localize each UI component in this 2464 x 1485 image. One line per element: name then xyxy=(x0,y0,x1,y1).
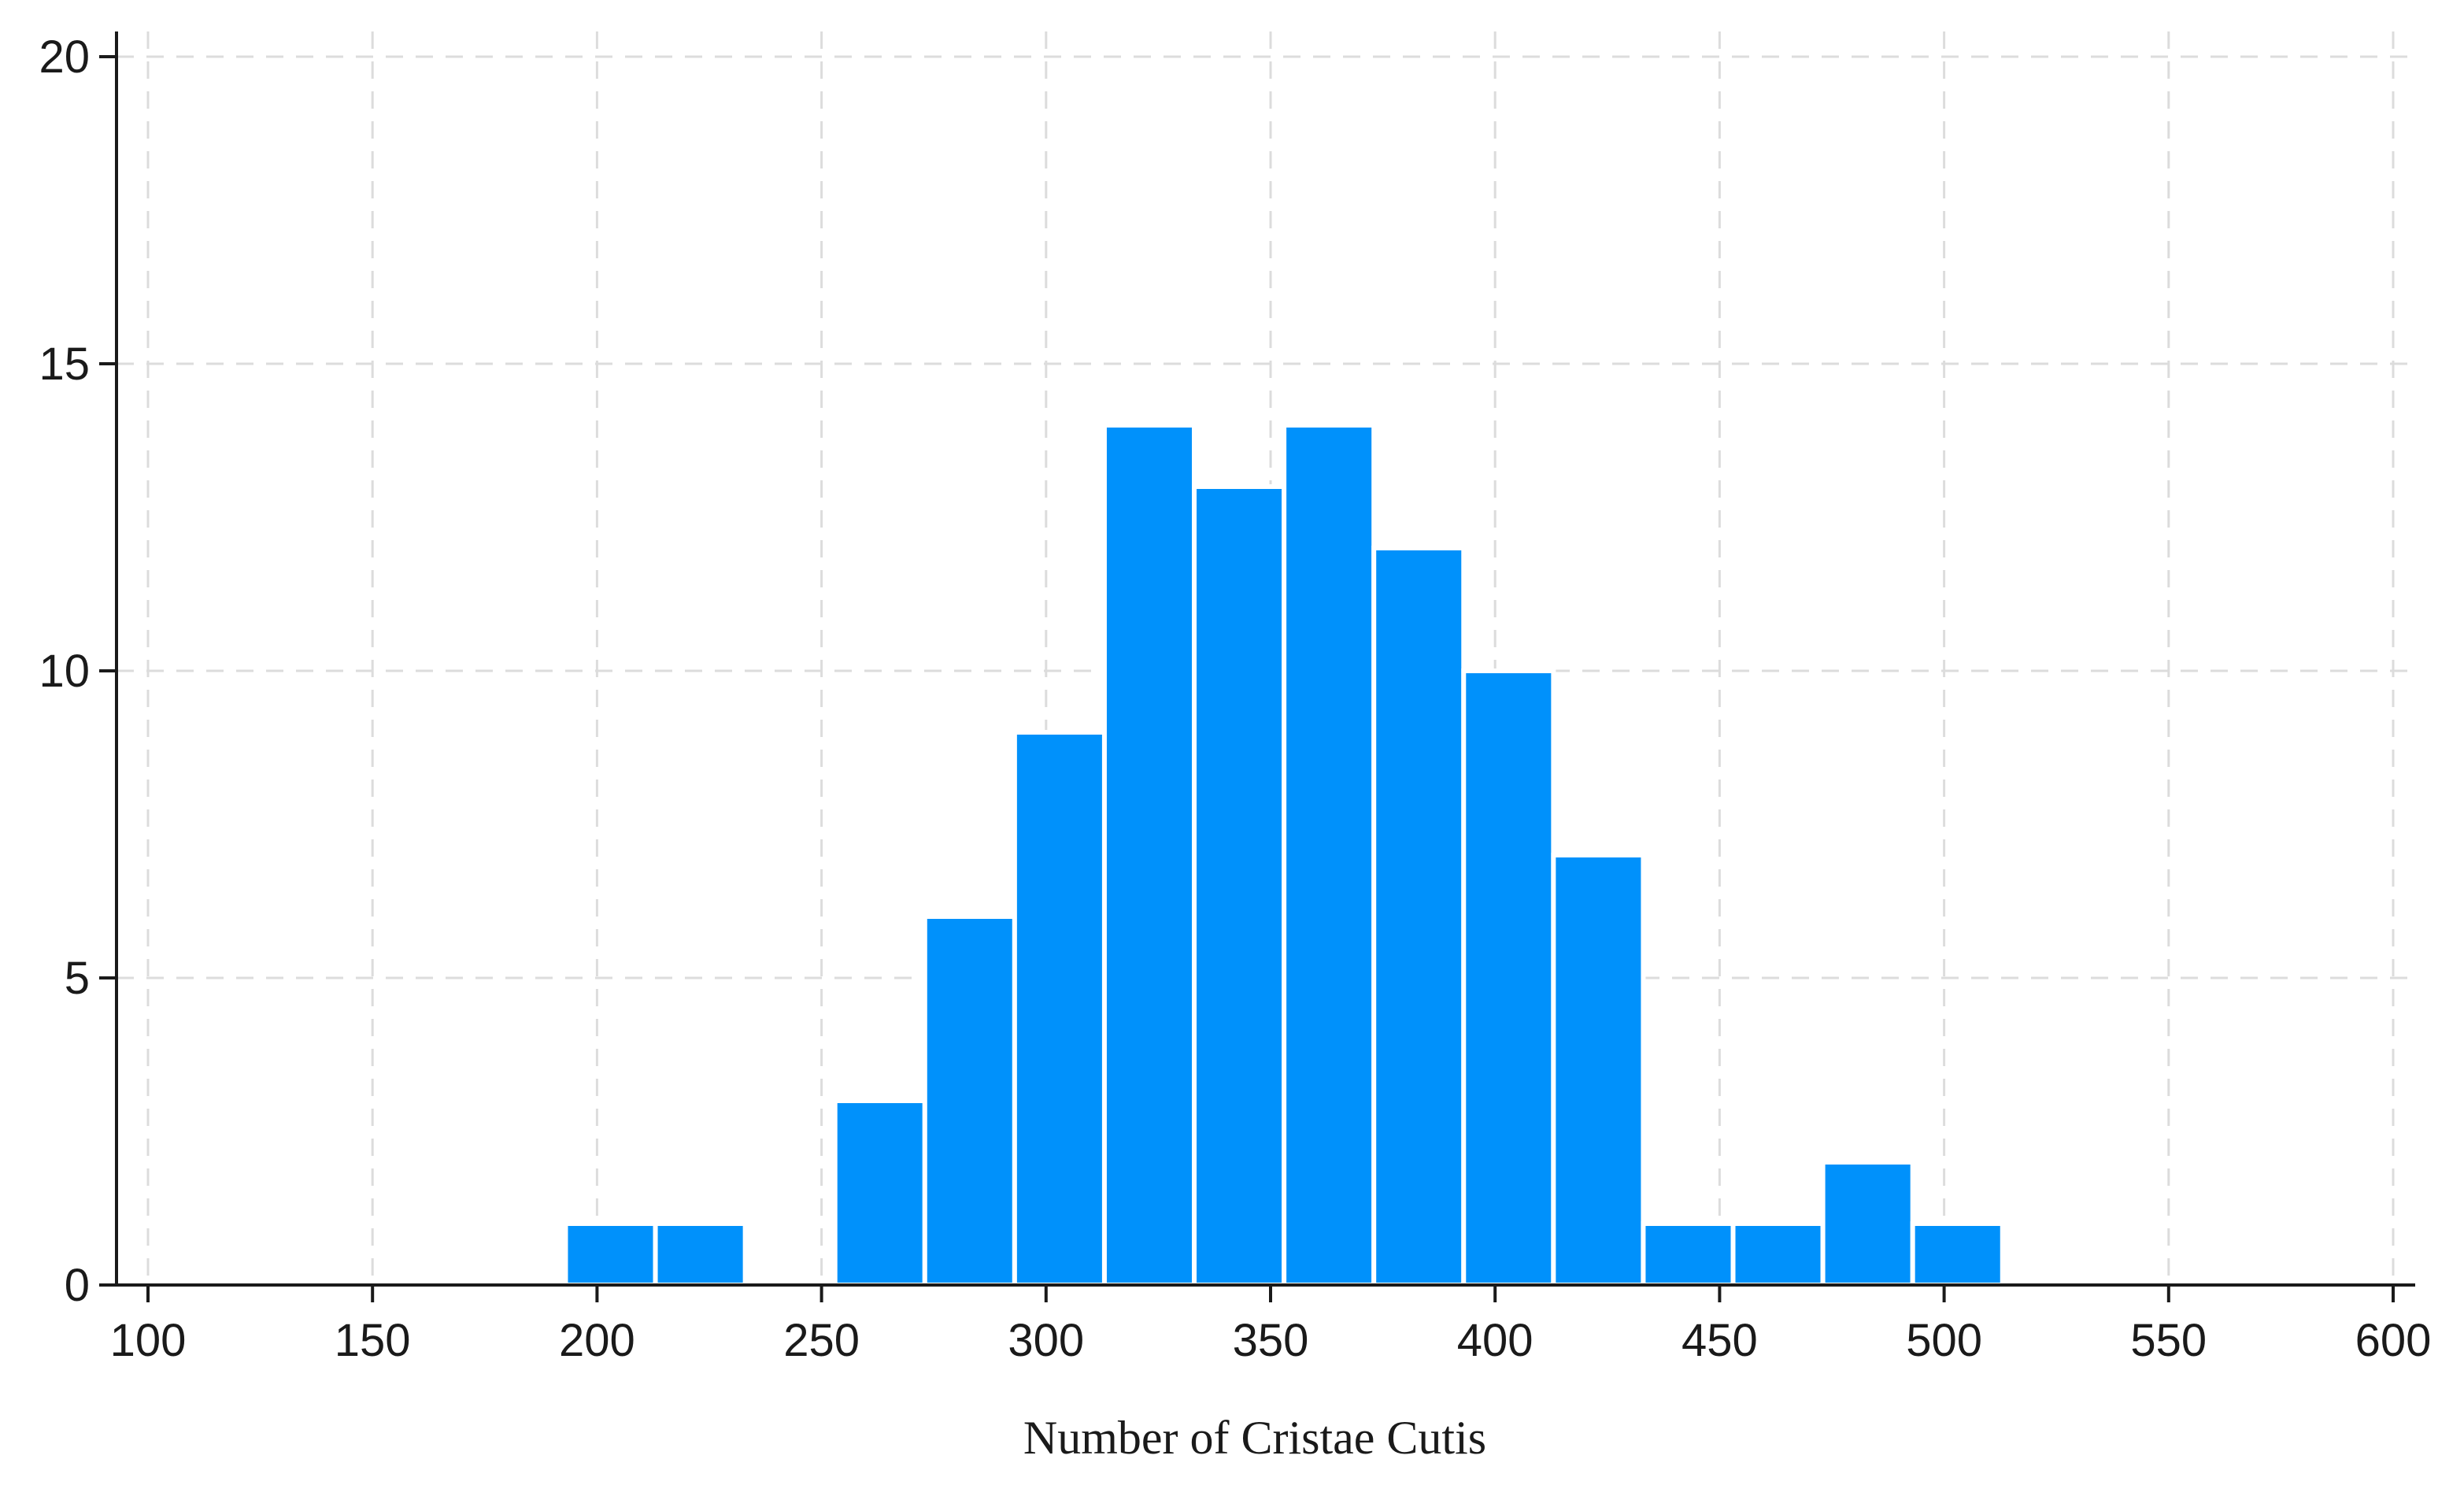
axes xyxy=(99,31,2415,1302)
histogram-bar xyxy=(653,1221,748,1287)
histogram-bar xyxy=(1101,423,1197,1287)
x-tick-label: 250 xyxy=(783,1315,860,1366)
histogram-bar xyxy=(1192,484,1287,1287)
x-tick-label: 300 xyxy=(1008,1315,1084,1366)
histogram-bars xyxy=(563,423,2005,1287)
x-tick-label: 600 xyxy=(2355,1315,2432,1366)
x-tick-label: 200 xyxy=(559,1315,635,1366)
histogram-bar xyxy=(1371,546,1467,1287)
histogram-bar xyxy=(832,1098,927,1287)
histogram-bar xyxy=(1012,730,1107,1287)
histogram-bar xyxy=(1461,668,1556,1287)
x-tick-label: 150 xyxy=(335,1315,411,1366)
y-tick-label: 0 xyxy=(65,1260,90,1311)
x-tick-label: 400 xyxy=(1457,1315,1534,1366)
histogram-bar xyxy=(1910,1221,2005,1287)
y-tick-label: 10 xyxy=(39,646,90,697)
histogram-bar xyxy=(1820,1160,1915,1287)
y-tick-label: 20 xyxy=(39,31,90,83)
histogram-bar xyxy=(1551,853,1646,1287)
x-axis-title: Number of Cristae Cutis xyxy=(1023,1412,1486,1464)
x-tick-label: 350 xyxy=(1233,1315,1309,1366)
histogram-bar xyxy=(1641,1221,1736,1287)
x-tick-label: 100 xyxy=(110,1315,187,1366)
histogram-bar xyxy=(922,914,1017,1287)
y-tick-label: 15 xyxy=(39,339,90,390)
y-tick-label: 5 xyxy=(65,953,90,1004)
tick-labels: 0 5 10 15 20 100 150 200 250 300 350 400 450 500 550 60… xyxy=(39,31,2431,1366)
histogram-bar xyxy=(1730,1221,1826,1287)
x-tick-label: 450 xyxy=(1682,1315,1758,1366)
histogram-bar xyxy=(1282,423,1377,1287)
x-tick-label: 500 xyxy=(1906,1315,1982,1366)
histogram-bar xyxy=(563,1221,658,1287)
x-tick-label: 550 xyxy=(2130,1315,2207,1366)
